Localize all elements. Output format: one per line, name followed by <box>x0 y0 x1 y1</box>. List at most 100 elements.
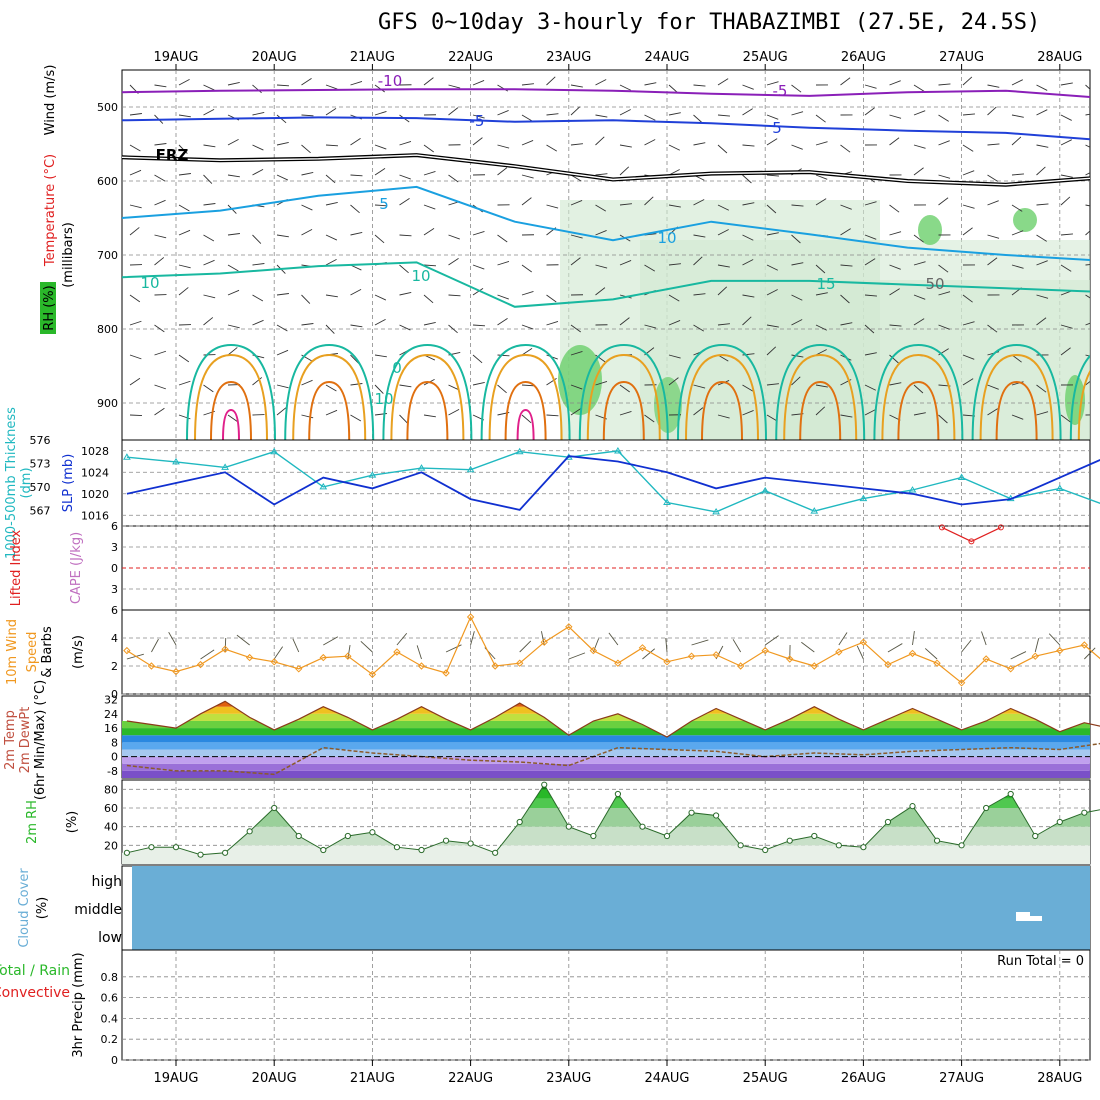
bottom-date-axis: 19AUG 20AUG 21AUG 22AUG 23AUG 24AUG 25AUG 26AUG… <box>153 1060 1082 1086</box>
wind-barb <box>766 346 777 356</box>
wind-barb <box>815 264 826 274</box>
wind-barb <box>889 324 902 327</box>
wind-barb <box>693 199 705 206</box>
precip-ytick-label: 0.2 <box>101 1033 119 1046</box>
wind-barb-10m <box>592 638 600 653</box>
wind-barb-10m <box>568 652 586 660</box>
wind-barb <box>619 411 632 416</box>
wind-barb <box>938 414 948 424</box>
wind-barb <box>1060 347 1071 356</box>
wind-barb <box>644 114 656 121</box>
wind-barb <box>693 407 704 416</box>
wind-barb <box>301 323 314 326</box>
lifted-index-axis-label-part: Lifted Index <box>9 529 24 606</box>
wind-barb <box>889 288 900 296</box>
wind-speed-point <box>442 669 450 677</box>
wind-barb <box>399 234 412 237</box>
top-date-label: 20AUG <box>252 50 297 65</box>
wind-barb <box>350 288 362 296</box>
wind-barb <box>423 228 435 236</box>
wind-barb <box>178 114 191 118</box>
thickness-point <box>712 507 720 515</box>
lifted-index-point <box>997 524 1004 531</box>
wind-speed-point <box>835 648 843 656</box>
wind-barb <box>350 354 360 364</box>
precip-legend-total: Total / Rain <box>0 963 70 979</box>
wind-barb <box>1060 324 1073 329</box>
wind-barb <box>1085 322 1090 326</box>
rh-band <box>122 784 1090 790</box>
wind-speed-label-part: & Barbs <box>40 626 55 678</box>
rh-unit-label: (%) <box>65 811 80 834</box>
temp-band <box>122 728 1090 736</box>
temp-band <box>122 749 1090 757</box>
contour-10C <box>122 261 1090 308</box>
rh-point <box>909 803 916 810</box>
wind-barb <box>374 111 387 116</box>
wind-barb <box>448 408 460 416</box>
wind-barb <box>399 174 411 180</box>
wind-barb <box>913 234 924 243</box>
wind-barb <box>423 171 436 176</box>
wind-barb <box>987 174 998 182</box>
rh-shade-core <box>654 377 682 433</box>
wind-speed-point <box>515 659 524 667</box>
wind-speed-point <box>663 658 671 666</box>
wind-axis-label-part: Wind (m/s) <box>43 65 58 136</box>
wind-barb <box>521 291 534 296</box>
rh-point <box>369 829 376 836</box>
rh-unit-label-part: (%) <box>65 811 80 834</box>
wind-barb <box>791 84 802 93</box>
thickness-point <box>614 446 622 454</box>
wind-barb <box>301 78 312 86</box>
wind-barb-10m <box>665 637 668 653</box>
wind-barb <box>350 232 363 236</box>
diurnal-contour <box>971 343 1062 440</box>
wind-barb <box>668 377 679 386</box>
wind-barb <box>301 294 311 304</box>
contour-label: -10 <box>378 72 403 90</box>
wind-barb <box>325 294 338 298</box>
top-date-label: 28AUG <box>1037 50 1082 65</box>
diurnal-contour <box>677 343 767 440</box>
wind-barb <box>1011 136 1022 146</box>
temperature-contours <box>122 88 1090 440</box>
cloud-panel: high middle low Cloud Cover (%) <box>17 865 1091 951</box>
diurnal-contour <box>222 408 240 440</box>
contour-5C <box>122 185 1090 262</box>
wind-axis-label-part: 10m Wind <box>5 619 20 685</box>
wind-barb <box>766 232 779 236</box>
wind-barb <box>815 292 828 296</box>
wind-barb <box>374 144 387 150</box>
wind-barb-10m <box>961 639 972 653</box>
wind-barb <box>595 136 605 146</box>
wind-barb <box>325 84 338 90</box>
upper-air-ylabel-part: (millibars) <box>61 222 76 288</box>
wind-barb <box>717 144 728 154</box>
wind-barb <box>350 204 360 214</box>
temperature-axis-label-part: Temperature (°C) <box>43 154 58 267</box>
temp-axis-label-part: 2m Temp <box>3 710 18 770</box>
wind-barb <box>668 144 680 151</box>
wind-barb <box>595 264 608 269</box>
contour-label: 0 <box>392 359 402 377</box>
wind-barb <box>129 227 140 236</box>
thickness-axis-label-part: (dm) <box>19 467 34 498</box>
wind-barb <box>1085 204 1090 207</box>
contour--10C <box>122 88 1090 100</box>
wind-barb <box>693 384 706 389</box>
wind-barb <box>987 143 1000 146</box>
cloud-axis-label-part: Cloud Cover <box>17 868 32 948</box>
wind-barb <box>472 264 485 270</box>
bottom-date-label: 27AUG <box>939 1071 984 1086</box>
wind-barb <box>1011 414 1024 420</box>
wind-barb <box>423 294 434 304</box>
wind-barb <box>1036 234 1047 242</box>
wind-barb-10m <box>608 632 619 646</box>
wind-barb-10m <box>764 635 779 646</box>
contour-FRZ-inner <box>122 154 1090 186</box>
top-date-label: 26AUG <box>841 50 886 65</box>
wind-barb <box>1085 381 1090 386</box>
diurnal-contour <box>504 380 547 440</box>
wind-speed-point <box>1006 665 1015 673</box>
